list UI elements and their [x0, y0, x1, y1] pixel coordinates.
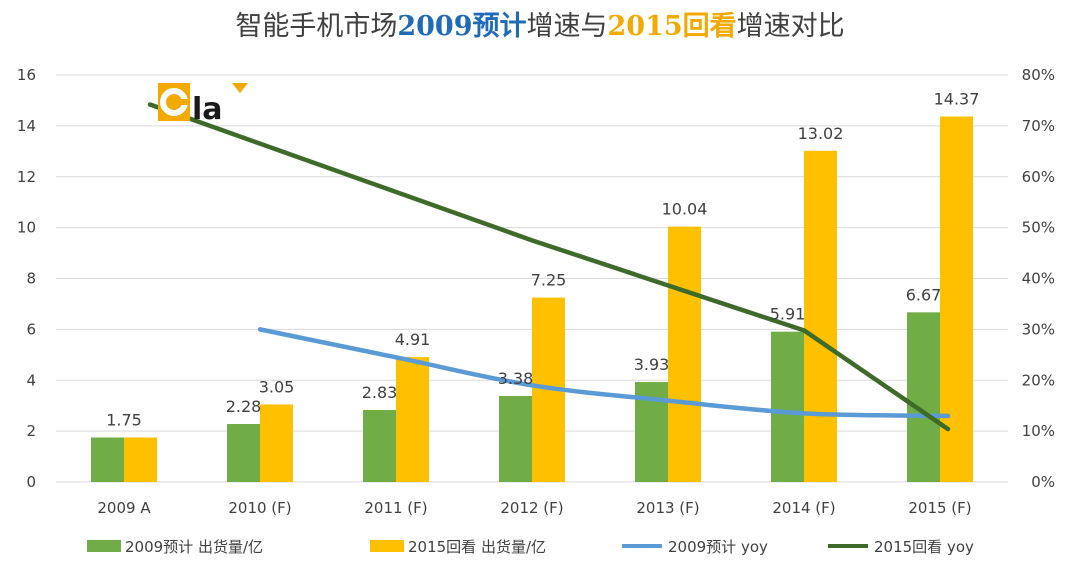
title-part-4: 2015回看 — [608, 11, 737, 42]
y-left-tick-label: 16 — [17, 66, 36, 84]
data-label: 3.93 — [634, 355, 670, 374]
data-label: 10.04 — [662, 200, 708, 219]
legend-swatch — [370, 540, 404, 552]
data-label: 1.75 — [106, 410, 142, 429]
x-tick-label: 2015 (F) — [908, 499, 971, 517]
data-label: 4.91 — [395, 330, 431, 349]
chart-title: 智能手机市场2009预计增速与2015回看增速对比 — [235, 11, 844, 42]
title-part-1: 智能手机市场 — [235, 11, 397, 42]
data-label: 3.38 — [498, 369, 534, 388]
y-axis-left: 0 2 4 6 8 10 12 14 16 — [17, 66, 36, 491]
y-right-tick-label: 10% — [1022, 422, 1055, 440]
series-lines — [147, 102, 951, 432]
y-left-tick-label: 0 — [26, 473, 36, 491]
x-tick-label: 2012 (F) — [500, 499, 563, 517]
bar — [771, 331, 804, 482]
title-part-2: 2009预计 — [397, 11, 526, 42]
data-label: 6.67 — [906, 285, 942, 304]
y-left-tick-label: 6 — [26, 320, 36, 338]
bars — [91, 116, 973, 482]
logo-corner — [232, 83, 248, 93]
y-left-tick-label: 2 — [26, 422, 36, 440]
bar — [940, 116, 973, 482]
y-right-tick-label: 70% — [1022, 117, 1055, 135]
x-tick-label: 2014 (F) — [772, 499, 835, 517]
y-left-tick-label: 12 — [17, 168, 36, 186]
logo: la — [158, 83, 248, 127]
x-tick-label: 2011 (F) — [364, 499, 427, 517]
bar — [363, 410, 396, 482]
bar — [804, 150, 837, 482]
legend-item: 2015回看 出货量/亿 — [370, 538, 546, 556]
data-label: 2.28 — [226, 397, 262, 416]
y-right-tick-label: 0% — [1031, 473, 1055, 491]
y-axis-right: 0% 10% 20% 30% 40% 50% 60% 70% 80% — [1022, 66, 1055, 491]
title-part-5: 增速对比 — [737, 11, 845, 42]
bar — [396, 357, 429, 482]
y-right-tick-label: 50% — [1022, 219, 1055, 237]
data-label: 3.05 — [259, 377, 295, 396]
legend-swatch — [87, 540, 121, 552]
x-tick-label: 2009 A — [97, 499, 151, 517]
y-right-tick-label: 30% — [1022, 320, 1055, 338]
y-right-tick-label: 80% — [1022, 66, 1055, 84]
logo-text: la — [192, 92, 223, 127]
bar — [260, 404, 293, 482]
x-axis: 2009 A 2010 (F) 2011 (F) 2012 (F) 2013 (F) 20… — [97, 499, 971, 517]
data-label: 2.83 — [362, 383, 398, 402]
data-label: 5.91 — [770, 305, 806, 324]
series-line — [257, 327, 951, 419]
bar — [124, 437, 157, 482]
legend-item: 2009预计 出货量/亿 — [87, 538, 263, 556]
bar — [499, 396, 532, 482]
x-tick-label: 2010 (F) — [228, 499, 291, 517]
y-right-tick-label: 40% — [1022, 270, 1055, 288]
y-left-tick-label: 14 — [17, 117, 36, 135]
y-right-tick-label: 60% — [1022, 168, 1055, 186]
bar — [668, 226, 701, 482]
series-line — [147, 102, 951, 432]
legend-item: 2009预计 yoy — [622, 538, 768, 556]
legend-label: 2015回看 出货量/亿 — [408, 538, 546, 556]
data-label: 13.02 — [798, 124, 844, 143]
legend-label: 2015回看 yoy — [874, 538, 974, 556]
data-labels: 1.75 2.28 2.83 3.38 3.93 5.91 6.67 3.05 4.91 7.25… — [106, 89, 979, 429]
data-label: 14.37 — [934, 89, 980, 108]
legend-item: 2015回看 yoy — [828, 538, 974, 556]
y-left-tick-label: 4 — [26, 371, 36, 389]
y-left-tick-label: 8 — [26, 270, 36, 288]
bar — [907, 312, 940, 482]
title-part-3: 增速与 — [527, 11, 608, 42]
legend-label: 2009预计 yoy — [668, 538, 768, 556]
bar — [91, 437, 124, 482]
data-label: 7.25 — [531, 271, 567, 290]
legend: 2009预计 出货量/亿 2015回看 出货量/亿 2009预计 yoy 2015回看… — [87, 538, 974, 556]
y-left-tick-label: 10 — [17, 219, 36, 237]
bar — [227, 424, 260, 482]
logo-mark-cut — [174, 99, 190, 105]
y-right-tick-label: 20% — [1022, 371, 1055, 389]
x-tick-label: 2013 (F) — [636, 499, 699, 517]
legend-label: 2009预计 出货量/亿 — [125, 538, 263, 556]
gridlines — [56, 74, 1008, 483]
